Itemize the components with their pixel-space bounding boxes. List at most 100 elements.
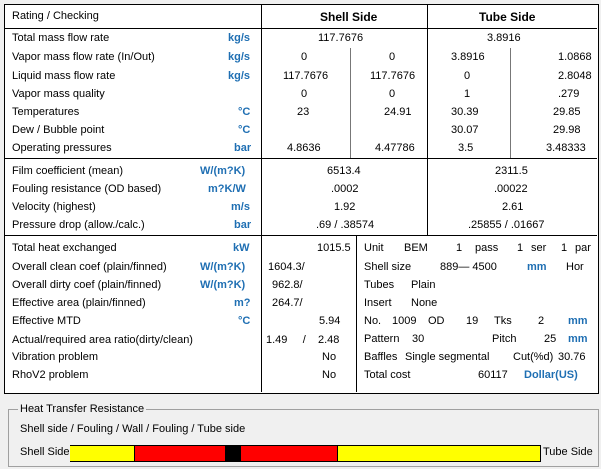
liquid-mass-flow-shell-in: 117.7676	[283, 70, 329, 82]
operating-pressures-label: Operating pressures	[12, 142, 112, 154]
area-ratio-clean: 2.48	[318, 334, 340, 346]
vapor-mass-flow-shell-out: 0	[389, 51, 396, 63]
liquid-mass-flow-shell-out: 117.7676	[370, 70, 416, 82]
pitch-unit: mm	[568, 333, 588, 345]
temperatures-shell-out: 24.91	[384, 106, 412, 118]
vapor-mass-flow-tube-in: 3.8916	[451, 51, 485, 63]
tube-od-value: 19	[466, 315, 479, 327]
velocity-unit: m/s	[231, 201, 250, 213]
vibration-value: No	[322, 351, 337, 363]
header-rule	[5, 28, 597, 29]
resistance-segment-shell-fouling	[135, 445, 226, 462]
total-cost-value: 60117	[478, 369, 508, 381]
results-panel	[4, 4, 599, 394]
vapor-mass-flow-label: Vapor mass flow rate (In/Out)	[12, 51, 155, 63]
temperatures-shell-in: 23	[297, 106, 310, 118]
temperatures-tube-out: 29.85	[553, 106, 581, 118]
insert-value: None	[411, 297, 438, 309]
divider-shell-tube-top	[427, 5, 428, 158]
area-ratio-label: Actual/required area ratio(dirty/clean)	[12, 334, 193, 346]
vapor-mass-flow-tube-out: 1.0868	[558, 51, 592, 63]
total-heat-value: 1015.5	[317, 242, 351, 254]
operating-pressures-tube-out: 3.48333	[546, 142, 586, 154]
total-mass-flow-shell: 117.7676	[318, 32, 364, 44]
effective-mtd-label: Effective MTD	[12, 315, 81, 327]
pressure-drop-label: Pressure drop (allow./calc.)	[12, 219, 145, 231]
heat-transfer-resistance-group	[8, 409, 599, 467]
velocity-label: Velocity (highest)	[12, 201, 96, 213]
ser-count: 1	[517, 242, 524, 254]
operating-pressures-shell-in: 4.8636	[287, 142, 321, 154]
total-mass-flow-tube: 3.8916	[487, 32, 521, 44]
tubes-label: Tubes	[364, 279, 395, 291]
resistance-segment-tube-fouling	[241, 445, 338, 462]
pressure-drop-tube: .25855 / .01667	[468, 219, 545, 231]
total-heat-label: Total heat exchanged	[12, 242, 117, 254]
clean-coef-unit: W/(m?K)	[200, 261, 246, 273]
total-cost-unit: Dollar(US)	[524, 369, 578, 381]
shell-orientation: Hor	[566, 261, 584, 273]
shell-side-bar-label: Shell Side	[20, 446, 70, 458]
film-coefficient-unit: W/(m?K)	[200, 165, 246, 177]
liquid-mass-flow-tube-in: 0	[464, 70, 471, 82]
total-mass-flow-label: Total mass flow rate	[12, 32, 110, 44]
tube-number-value: 1009	[392, 315, 417, 327]
effective-mtd-value: 5.94	[319, 315, 341, 327]
velocity-tube: 2.61	[502, 201, 524, 213]
insert-label: Insert	[364, 297, 392, 309]
unit-label: Unit	[364, 242, 384, 254]
divider-geometry	[356, 235, 357, 392]
effective-area-label: Effective area (plain/finned)	[12, 297, 146, 309]
clean-coef-label: Overall clean coef (plain/finned)	[12, 261, 167, 273]
baffles-label: Baffles	[364, 351, 398, 363]
section-rule-1	[5, 158, 597, 159]
vapor-mass-flow-shell-in: 0	[301, 51, 308, 63]
heat-transfer-resistance-title: Heat Transfer Resistance	[18, 403, 147, 415]
tube-thickness-unit: mm	[568, 315, 588, 327]
divider-label-col	[261, 5, 262, 392]
divider-shell-tube-mid	[427, 158, 428, 235]
fouling-resistance-tube: .00022	[494, 183, 528, 195]
vapor-mass-flow-unit: kg/s	[228, 51, 251, 63]
total-heat-unit: kW	[233, 242, 250, 254]
baffle-cut-label: Cut(%d)	[513, 351, 554, 363]
vapor-quality-tube-in: 1	[464, 88, 471, 100]
tube-od-label: OD	[428, 315, 445, 327]
par-label: par	[575, 242, 591, 254]
resistance-segment-tube	[338, 445, 541, 462]
film-coefficient-shell: 6513.4	[327, 165, 361, 177]
dew-bubble-unit: °C	[238, 124, 251, 136]
vapor-quality-label: Vapor mass quality	[12, 88, 105, 100]
dew-bubble-tube-out: 29.98	[553, 124, 581, 136]
shell-size-value: 889— 4500	[440, 261, 497, 273]
ser-label: ser	[531, 242, 547, 254]
vapor-quality-shell-out: 0	[389, 88, 396, 100]
baffle-cut-value: 30.76	[558, 351, 586, 363]
temperatures-unit: °C	[238, 106, 251, 118]
tubes-value: Plain	[411, 279, 436, 291]
operating-pressures-tube-in: 3.5	[458, 142, 474, 154]
vapor-quality-tube-out: .279	[558, 88, 580, 100]
pass-count: 1	[456, 242, 463, 254]
rhov2-value: No	[322, 369, 337, 381]
effective-mtd-unit: °C	[238, 315, 251, 327]
total-cost-label: Total cost	[364, 369, 411, 381]
pressure-drop-shell: .69 / .38574	[316, 219, 375, 231]
vapor-quality-shell-in: 0	[301, 88, 308, 100]
temperatures-label: Temperatures	[12, 106, 80, 118]
velocity-shell: 1.92	[334, 201, 356, 213]
dirty-coef-label: Overall dirty coef (plain/finned)	[12, 279, 162, 291]
resistance-legend: Shell side / Fouling / Wall / Fouling / …	[20, 423, 246, 435]
tube-thickness-label: Tks	[494, 315, 512, 327]
tube-number-label: No.	[364, 315, 382, 327]
dirty-coef-unit: W/(m?K)	[200, 279, 246, 291]
resistance-segment-wall	[226, 445, 241, 462]
operating-pressures-unit: bar	[234, 142, 252, 154]
liquid-mass-flow-unit: kg/s	[228, 70, 251, 82]
liquid-mass-flow-label: Liquid mass flow rate	[12, 70, 116, 82]
pattern-label: Pattern	[364, 333, 400, 345]
shell-size-unit: mm	[527, 261, 547, 273]
par-count: 1	[561, 242, 568, 254]
effective-area-unit: m?	[234, 297, 251, 309]
clean-coef-value: 1604.3/	[268, 261, 305, 273]
